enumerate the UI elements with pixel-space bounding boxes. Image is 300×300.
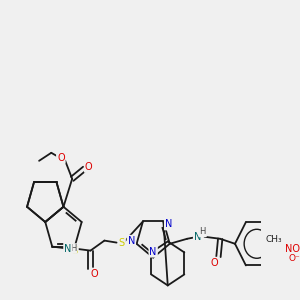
Text: N: N [64, 244, 72, 254]
Text: O: O [85, 162, 92, 172]
Text: H: H [70, 244, 76, 253]
Text: N: N [149, 247, 157, 256]
Text: CH₃: CH₃ [266, 235, 282, 244]
Text: O: O [210, 258, 218, 268]
Text: O: O [90, 268, 98, 279]
Text: N: N [165, 219, 172, 230]
Text: O: O [57, 153, 65, 163]
Text: H: H [200, 227, 206, 236]
Text: S: S [119, 238, 125, 248]
Text: NO₂: NO₂ [285, 244, 300, 254]
Text: S: S [72, 246, 78, 256]
Text: O⁻: O⁻ [288, 254, 300, 263]
Text: N: N [194, 232, 201, 242]
Text: N: N [128, 236, 135, 246]
